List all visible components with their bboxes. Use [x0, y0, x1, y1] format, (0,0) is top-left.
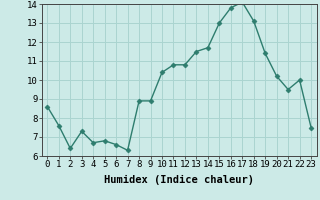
X-axis label: Humidex (Indice chaleur): Humidex (Indice chaleur): [104, 175, 254, 185]
